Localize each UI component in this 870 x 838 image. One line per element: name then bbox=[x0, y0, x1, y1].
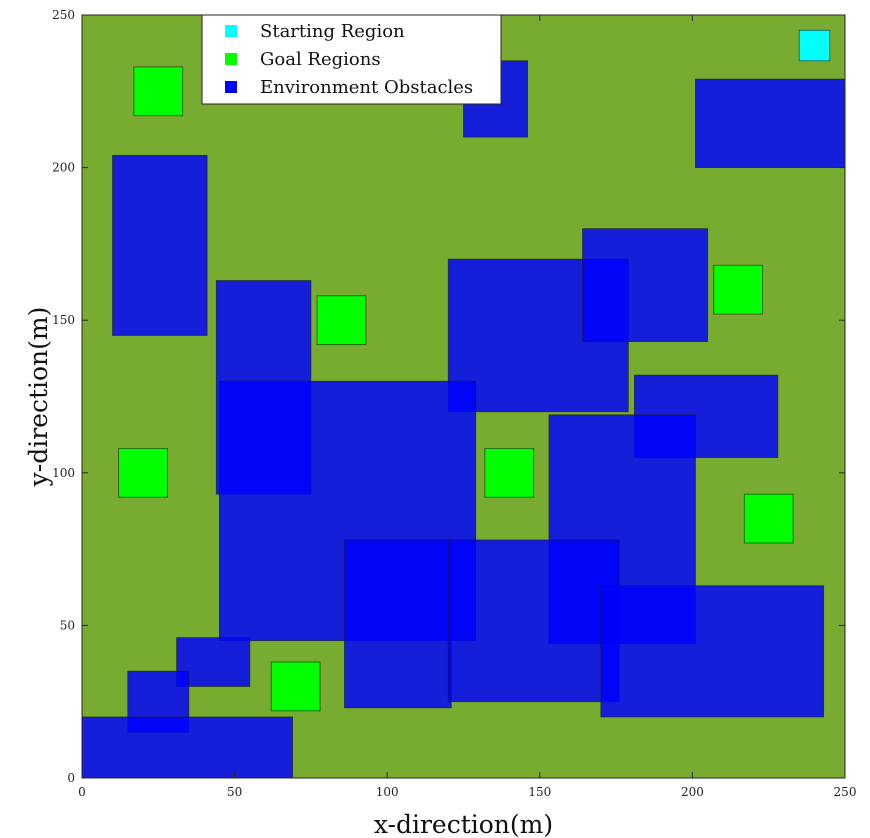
y-tick-label: 200 bbox=[52, 161, 75, 175]
y-tick-label: 0 bbox=[67, 771, 75, 785]
plot-area bbox=[81, 14, 846, 779]
x-axis-label: x-direction(m) bbox=[374, 810, 553, 838]
legend: Starting Region Goal Regions Environment O… bbox=[201, 14, 502, 105]
y-tick-label: 50 bbox=[60, 618, 75, 632]
x-tick-label: 50 bbox=[227, 785, 242, 799]
goal-region-3 bbox=[118, 447, 168, 498]
obstacle-3 bbox=[695, 78, 846, 169]
legend-swatch-1 bbox=[225, 25, 237, 37]
goal-region-4 bbox=[484, 447, 535, 498]
x-tick-label: 250 bbox=[834, 785, 857, 799]
x-tick-label: 100 bbox=[376, 785, 399, 799]
x-tick-label: 150 bbox=[528, 785, 551, 799]
goal-region-2 bbox=[316, 295, 367, 346]
obstacle-1 bbox=[112, 154, 208, 336]
legend-label-2: Goal Regions bbox=[260, 49, 381, 70]
y-axis-ticks: 0 50 100 150 200 250 bbox=[52, 8, 845, 785]
legend-box bbox=[201, 14, 502, 105]
starting-region-1 bbox=[798, 29, 831, 62]
goal-region-7 bbox=[270, 661, 321, 712]
goal-region-5 bbox=[713, 264, 763, 315]
obstacle-15 bbox=[81, 716, 293, 779]
y-tick-label: 100 bbox=[52, 466, 75, 480]
goal-region-1 bbox=[133, 66, 184, 117]
legend-swatch-3 bbox=[225, 81, 237, 93]
x-tick-label: 200 bbox=[681, 785, 704, 799]
legend-label-3: Environment Obstacles bbox=[260, 77, 473, 98]
obstacle-6 bbox=[582, 228, 709, 342]
y-tick-label: 150 bbox=[52, 313, 75, 327]
legend-swatch-2 bbox=[225, 53, 237, 65]
obstacle-11 bbox=[447, 539, 620, 703]
goal-region-6 bbox=[743, 493, 794, 544]
x-tick-label: 0 bbox=[78, 785, 86, 799]
obstacle-12 bbox=[600, 585, 825, 718]
legend-label-1: Starting Region bbox=[260, 21, 405, 42]
obstacle-10 bbox=[344, 539, 452, 709]
x-axis-ticks: 0 50 100 150 200 250 bbox=[78, 15, 856, 799]
y-axis-label: y-direction(m) bbox=[24, 307, 53, 488]
y-tick-label: 250 bbox=[52, 8, 75, 22]
